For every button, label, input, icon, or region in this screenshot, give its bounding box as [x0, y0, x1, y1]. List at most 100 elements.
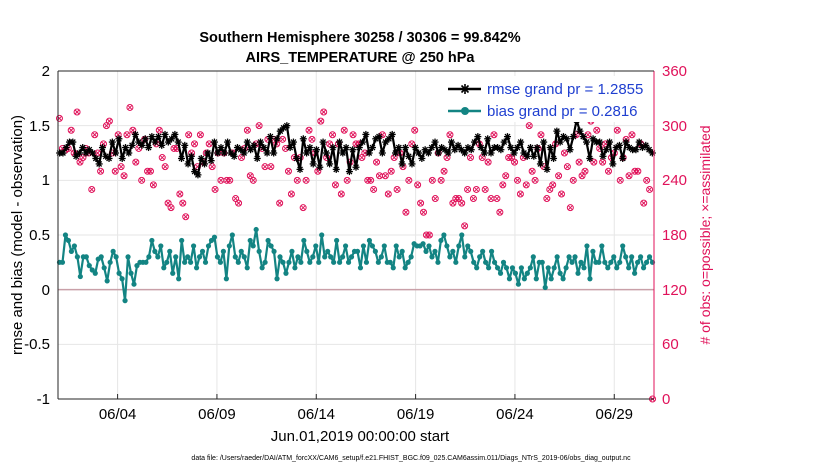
bias-point	[325, 248, 331, 254]
bias-point	[354, 248, 361, 254]
obs-count-point	[373, 158, 381, 166]
obs-count-point	[88, 185, 96, 193]
bias-point	[399, 248, 405, 254]
obs-count-point	[243, 126, 251, 134]
bias-point	[199, 248, 206, 254]
bias-point	[170, 270, 176, 276]
obs-count-point	[558, 190, 566, 198]
bias-point	[381, 243, 387, 249]
bias-point	[292, 265, 298, 271]
rmse-point	[108, 138, 116, 146]
bias-point	[599, 243, 605, 249]
bias-point	[342, 243, 349, 249]
rmse-point	[503, 133, 511, 141]
bias-point	[337, 259, 343, 265]
bias-point	[119, 276, 125, 282]
bias-point	[441, 232, 447, 238]
bias-point	[161, 265, 167, 271]
obs-count-point	[237, 154, 245, 162]
y-tick-left: -1	[37, 391, 50, 408]
bias-point	[608, 259, 614, 265]
obs-count-point	[367, 176, 375, 184]
rmse-point	[207, 157, 215, 165]
y-tick-right: 300	[662, 118, 687, 135]
obs-count-point	[117, 163, 125, 171]
bias-point	[539, 259, 545, 265]
rmse-point	[128, 141, 136, 149]
obs-count-point	[575, 158, 583, 166]
obs-count-point	[581, 167, 589, 175]
rmse-point	[125, 149, 133, 157]
rmse-point	[480, 149, 488, 157]
obs-count-point	[235, 199, 243, 207]
rmse-point	[500, 138, 508, 146]
obs-count-point	[293, 176, 301, 184]
bias-point	[173, 254, 179, 260]
rmse-point	[622, 138, 630, 146]
bias-point	[545, 265, 551, 271]
rmse-point	[336, 138, 344, 146]
bias-point	[196, 254, 203, 260]
obs-count-point	[393, 185, 401, 193]
rmse-point	[536, 160, 544, 168]
bias-point	[623, 254, 629, 260]
obs-count-point	[191, 140, 199, 148]
bias-point	[635, 259, 641, 265]
bias-point	[372, 248, 378, 254]
obs-count-point	[549, 181, 557, 189]
bias-point	[146, 254, 152, 260]
bias-point	[477, 254, 483, 260]
rmse-point	[477, 144, 485, 152]
bias-point	[560, 276, 566, 282]
rmse-point	[197, 154, 205, 162]
bias-point	[551, 265, 557, 271]
rmse-point	[533, 144, 541, 152]
x-tick-label: 06/04	[99, 406, 137, 423]
x-axis-ticks: 06/04 06/09 06/14 06/19 06/24 06/29	[99, 394, 633, 423]
rmse-point	[257, 138, 265, 146]
obs-count-point	[67, 126, 75, 134]
rmse-point	[447, 138, 455, 146]
bias-point	[363, 259, 370, 265]
rmse-point	[339, 149, 347, 157]
rmse-point	[615, 141, 623, 149]
rmse-point	[263, 149, 271, 157]
bias-point	[503, 265, 510, 271]
obs-count-point	[185, 131, 193, 139]
rmse-point	[138, 141, 146, 149]
rmse-point	[461, 149, 469, 157]
rmse-point	[266, 133, 274, 141]
rmse-point	[523, 152, 531, 160]
rmse-point	[418, 154, 426, 162]
bias-point	[59, 259, 66, 265]
bias-point	[587, 276, 593, 282]
obs-count-point	[490, 131, 498, 139]
obs-count-point	[590, 158, 598, 166]
rmse-point	[431, 138, 439, 146]
obs-count-point	[120, 172, 128, 180]
x-tick-label: 06/09	[198, 406, 236, 423]
rmse-point	[645, 146, 653, 154]
bias-point	[295, 254, 301, 260]
rmse-point	[599, 152, 607, 160]
y-tick-left: 0.5	[29, 227, 50, 244]
bias-point	[158, 243, 164, 249]
y-tick-left: 0	[42, 282, 50, 299]
obs-count-point	[79, 154, 87, 162]
bias-point	[116, 270, 122, 276]
rmse-point	[243, 138, 251, 146]
obs-count-point	[387, 167, 395, 175]
rmse-point	[444, 149, 452, 157]
rmse-point	[362, 130, 370, 138]
rmse-point	[642, 141, 650, 149]
x-tick-label: 06/19	[397, 406, 435, 423]
obs-count-point	[331, 181, 339, 189]
rmse-point	[563, 135, 571, 143]
bias-point	[518, 265, 524, 271]
obs-count-point	[472, 185, 480, 193]
bias-point	[298, 259, 304, 265]
obs-count-point	[440, 167, 448, 175]
y-tick-left: 2	[42, 63, 50, 80]
obs-count-point	[411, 126, 419, 134]
